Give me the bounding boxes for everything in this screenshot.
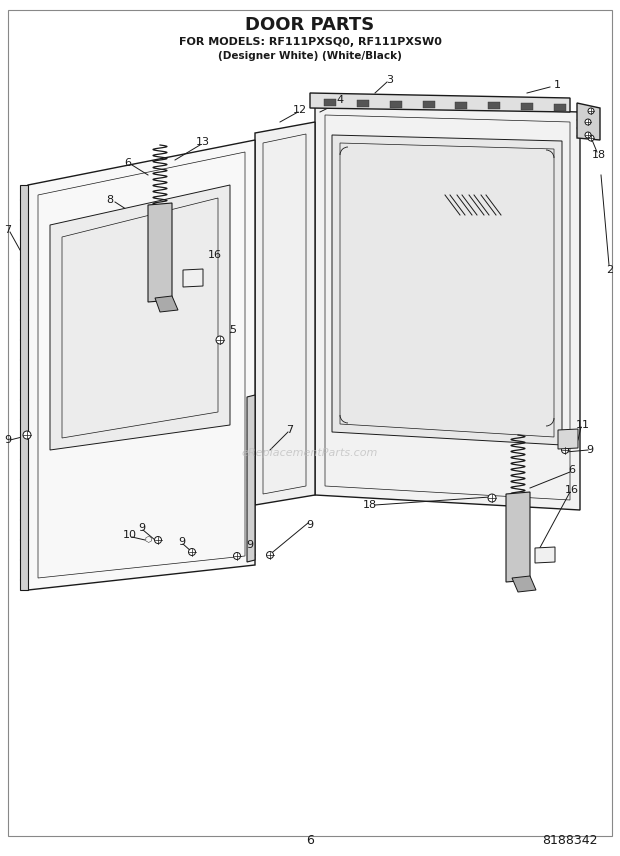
Circle shape: [488, 494, 496, 502]
Text: 10: 10: [123, 530, 137, 540]
Bar: [324, 99, 336, 106]
Text: 12: 12: [293, 105, 307, 115]
Text: 5: 5: [229, 325, 236, 335]
Text: 16: 16: [208, 250, 222, 260]
Polygon shape: [310, 93, 570, 112]
Text: 18: 18: [363, 500, 377, 510]
Text: 1: 1: [554, 80, 560, 90]
Polygon shape: [247, 395, 255, 562]
Circle shape: [588, 135, 594, 141]
Text: 9: 9: [138, 523, 146, 533]
Polygon shape: [535, 547, 555, 563]
Text: (Designer White) (White/Black): (Designer White) (White/Black): [218, 51, 402, 61]
Text: 6: 6: [569, 465, 575, 475]
Polygon shape: [20, 185, 28, 590]
Text: 9: 9: [179, 537, 185, 547]
Text: FOR MODELS: RF111PXSQ0, RF111PXSW0: FOR MODELS: RF111PXSQ0, RF111PXSW0: [179, 37, 441, 47]
Circle shape: [216, 336, 224, 344]
Text: 11: 11: [576, 420, 590, 430]
Polygon shape: [332, 135, 562, 445]
Text: 16: 16: [565, 485, 579, 495]
Bar: [521, 103, 533, 110]
Text: 9: 9: [306, 520, 314, 530]
Bar: [489, 103, 500, 110]
Bar: [423, 101, 435, 108]
Circle shape: [562, 447, 569, 454]
Text: 9: 9: [246, 540, 254, 550]
Polygon shape: [255, 122, 315, 505]
Circle shape: [267, 551, 273, 558]
Circle shape: [585, 119, 591, 125]
Text: 18: 18: [592, 150, 606, 160]
Text: ⬡: ⬡: [144, 536, 152, 544]
Circle shape: [154, 537, 161, 544]
Polygon shape: [183, 269, 203, 287]
Bar: [554, 104, 566, 110]
Text: eReplacementParts.com: eReplacementParts.com: [242, 448, 378, 458]
Circle shape: [188, 549, 195, 556]
Text: 7: 7: [4, 225, 12, 235]
Text: 13: 13: [196, 137, 210, 147]
Polygon shape: [155, 296, 178, 312]
Text: 8188342: 8188342: [542, 834, 598, 847]
Circle shape: [585, 132, 591, 138]
Circle shape: [588, 108, 594, 114]
Text: 9: 9: [4, 435, 12, 445]
Text: 6: 6: [125, 158, 131, 168]
Text: 8: 8: [107, 195, 113, 205]
Polygon shape: [506, 492, 530, 582]
Text: 7: 7: [286, 425, 293, 435]
Bar: [456, 102, 467, 109]
Circle shape: [234, 552, 241, 560]
Bar: [390, 100, 402, 108]
Text: 3: 3: [386, 75, 394, 85]
Polygon shape: [315, 105, 580, 510]
Text: 4: 4: [337, 95, 343, 105]
Text: 6: 6: [306, 834, 314, 847]
Polygon shape: [512, 576, 536, 592]
Polygon shape: [28, 140, 255, 590]
Text: 9: 9: [587, 445, 593, 455]
Bar: [357, 100, 369, 107]
Polygon shape: [148, 203, 172, 302]
Polygon shape: [558, 429, 578, 449]
Text: DOOR PARTS: DOOR PARTS: [246, 16, 374, 34]
Text: 2: 2: [606, 265, 614, 275]
Polygon shape: [50, 185, 230, 450]
Polygon shape: [577, 103, 600, 140]
Circle shape: [23, 431, 31, 439]
